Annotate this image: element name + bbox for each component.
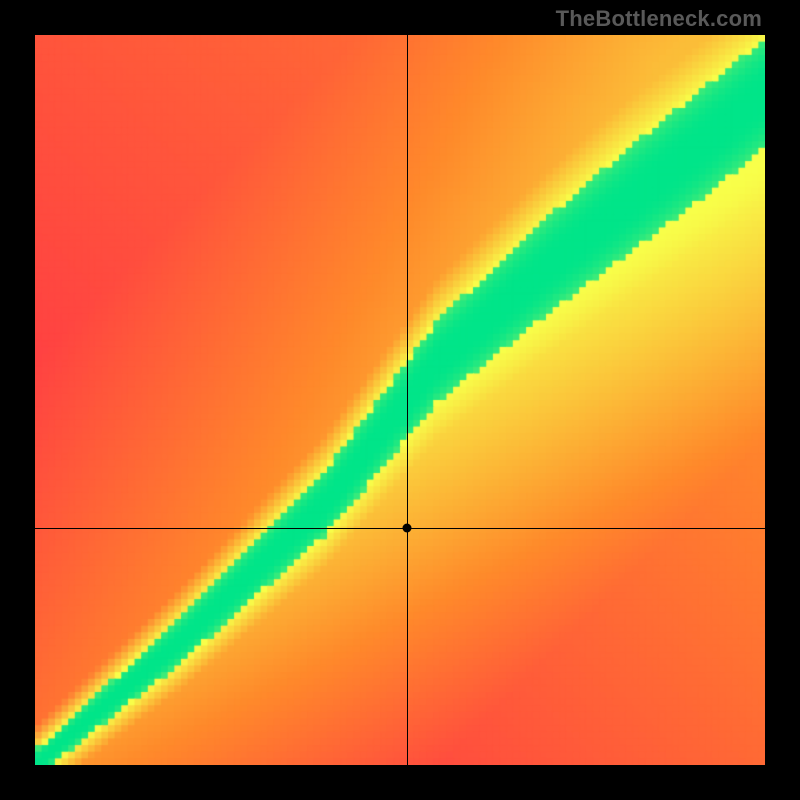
watermark: TheBottleneck.com xyxy=(556,6,762,32)
heatmap-plot xyxy=(35,35,765,765)
crosshair-vertical xyxy=(407,35,408,765)
heatmap-canvas xyxy=(35,35,765,765)
crosshair-horizontal xyxy=(35,528,765,529)
crosshair-point xyxy=(403,523,412,532)
